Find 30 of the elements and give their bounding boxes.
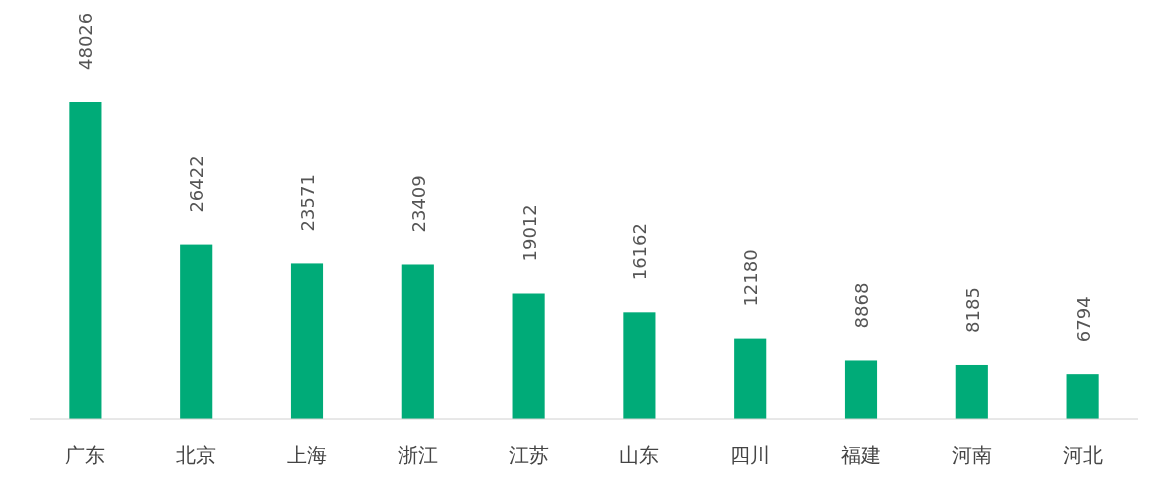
data-label: 23571 bbox=[297, 174, 318, 232]
data-label: 23409 bbox=[407, 175, 429, 233]
data-label: 16162 bbox=[629, 223, 651, 281]
data-label: 19012 bbox=[518, 204, 540, 262]
data-label: 26422 bbox=[186, 155, 208, 213]
x-tick-label: 福建 bbox=[841, 443, 881, 467]
bar bbox=[955, 364, 988, 419]
bar bbox=[844, 360, 878, 419]
bar bbox=[512, 293, 545, 419]
bar bbox=[623, 312, 656, 419]
data-label: 48026 bbox=[75, 12, 97, 70]
x-tick-label: 山东 bbox=[619, 443, 660, 467]
x-tick-label: 江苏 bbox=[508, 443, 549, 467]
bar bbox=[734, 338, 767, 419]
bar bbox=[401, 264, 434, 419]
bar bbox=[1066, 374, 1099, 419]
bar bbox=[69, 102, 102, 419]
x-tick-label: 浙江 bbox=[397, 443, 438, 467]
data-label: 8185 bbox=[961, 287, 983, 333]
x-tick-label: 广东 bbox=[65, 443, 106, 467]
x-tick-label: 河北 bbox=[1062, 443, 1103, 467]
bar bbox=[180, 244, 213, 419]
data-label: 8868 bbox=[851, 282, 872, 329]
bar bbox=[290, 263, 324, 419]
x-tick-label: 上海 bbox=[287, 443, 327, 467]
x-tick-label: 四川 bbox=[730, 443, 771, 467]
data-label: 6794 bbox=[1072, 296, 1094, 343]
x-tick-label: 北京 bbox=[176, 443, 217, 467]
data-label: 12180 bbox=[740, 249, 762, 307]
x-tick-label: 河南 bbox=[951, 443, 992, 467]
